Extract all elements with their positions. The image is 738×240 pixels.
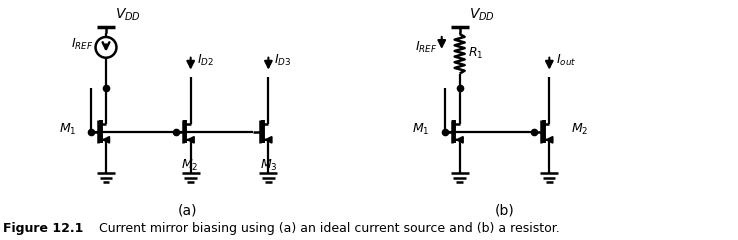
Text: $\mathit{I}_{D3}$: $\mathit{I}_{D3}$ bbox=[275, 53, 292, 68]
Text: (b): (b) bbox=[494, 204, 514, 218]
Text: Figure 12.1: Figure 12.1 bbox=[4, 222, 83, 235]
Text: $\mathit{V}_{DD}$: $\mathit{V}_{DD}$ bbox=[115, 7, 141, 23]
Text: $\mathit{V}_{DD}$: $\mathit{V}_{DD}$ bbox=[469, 7, 494, 23]
Text: $\mathit{I}_{D2}$: $\mathit{I}_{D2}$ bbox=[196, 53, 214, 68]
Text: (a): (a) bbox=[177, 204, 197, 218]
Text: Current mirror biasing using (a) an ideal current source and (b) a resistor.: Current mirror biasing using (a) an idea… bbox=[83, 222, 560, 235]
Text: $\mathit{M}_3$: $\mathit{M}_3$ bbox=[260, 158, 277, 173]
Text: $\mathit{M}_2$: $\mathit{M}_2$ bbox=[571, 122, 589, 138]
Text: $\mathit{M}_1$: $\mathit{M}_1$ bbox=[58, 122, 76, 138]
Text: $\mathit{I}_{out}$: $\mathit{I}_{out}$ bbox=[556, 53, 576, 68]
Text: $\mathit{M}_1$: $\mathit{M}_1$ bbox=[413, 122, 430, 138]
Text: $\mathit{I}_{REF}$: $\mathit{I}_{REF}$ bbox=[415, 40, 438, 55]
Text: $\mathit{M}_2$: $\mathit{M}_2$ bbox=[181, 158, 199, 173]
Circle shape bbox=[95, 37, 117, 58]
Text: $\mathit{R}_1$: $\mathit{R}_1$ bbox=[468, 46, 483, 61]
Text: $\mathit{I}_{REF}$: $\mathit{I}_{REF}$ bbox=[71, 37, 93, 52]
